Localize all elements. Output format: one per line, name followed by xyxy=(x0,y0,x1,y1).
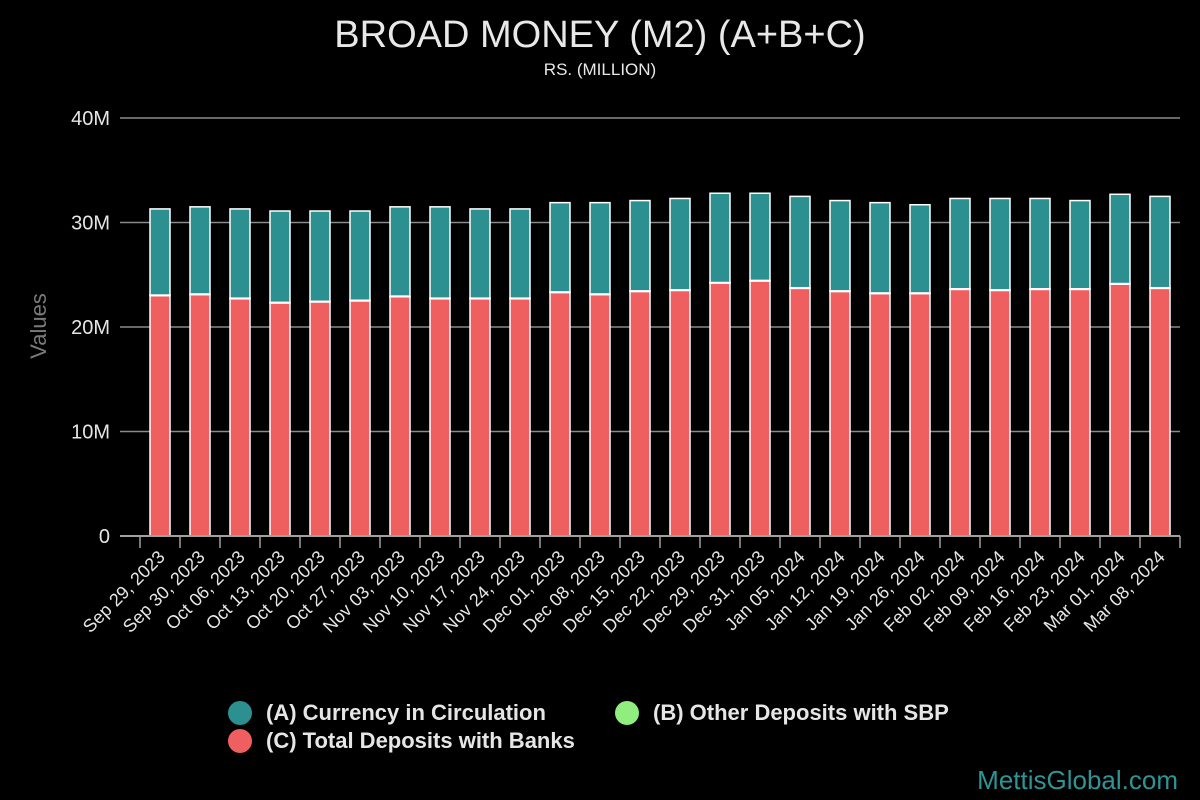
legend-swatch-other-deposits xyxy=(615,701,639,725)
bar-segment[interactable] xyxy=(469,298,491,537)
bar-segment[interactable] xyxy=(669,289,691,537)
legend-item-total-deposits[interactable]: (C) Total Deposits with Banks xyxy=(228,728,575,754)
bar-segment[interactable] xyxy=(149,294,171,537)
bar-segment[interactable] xyxy=(269,210,291,304)
bar-segment[interactable] xyxy=(389,295,411,537)
bar-segment[interactable] xyxy=(1069,199,1091,290)
watermark[interactable]: MettisGlobal.com xyxy=(977,765,1178,795)
bar-segment[interactable] xyxy=(509,208,531,299)
bar-segment[interactable] xyxy=(549,201,571,293)
bar-segment[interactable] xyxy=(269,302,291,537)
y-tick-label: 40M xyxy=(71,108,110,130)
legend-swatch-total-deposits xyxy=(228,729,252,753)
bar-segment[interactable] xyxy=(1109,193,1131,285)
legend-item-currency[interactable]: (A) Currency in Circulation xyxy=(228,700,546,726)
bar-segment[interactable] xyxy=(1149,195,1171,289)
legend-label-total-deposits: (C) Total Deposits with Banks xyxy=(266,728,575,753)
legend-item-other-deposits[interactable]: (B) Other Deposits with SBP xyxy=(615,700,949,726)
bar-segment[interactable] xyxy=(829,290,851,537)
legend-label-currency: (A) Currency in Circulation xyxy=(266,700,546,725)
bar-segment[interactable] xyxy=(869,292,891,537)
chart-title: BROAD MONEY (M2) (A+B+C) xyxy=(334,14,866,56)
bars xyxy=(149,192,1171,537)
y-tick-label: 20M xyxy=(71,317,110,339)
bar-segment[interactable] xyxy=(189,206,211,295)
y-axis-label: Values xyxy=(26,293,51,359)
bar-segment[interactable] xyxy=(869,201,891,294)
bar-segment[interactable] xyxy=(1029,197,1051,290)
bar-segment[interactable] xyxy=(309,301,331,537)
bar-segment[interactable] xyxy=(229,298,251,537)
bar-segment[interactable] xyxy=(229,208,251,299)
bar-segment[interactable] xyxy=(509,298,531,537)
bar-segment[interactable] xyxy=(989,289,1011,537)
bar-segment[interactable] xyxy=(189,293,211,537)
bar-segment[interactable] xyxy=(589,201,611,295)
bar-segment[interactable] xyxy=(949,197,971,290)
bar-segment[interactable] xyxy=(709,192,731,284)
bar-segment[interactable] xyxy=(549,291,571,537)
bar-segment[interactable] xyxy=(909,292,931,537)
bar-segment[interactable] xyxy=(589,293,611,537)
y-tick-label: 0 xyxy=(99,526,110,548)
bar-segment[interactable] xyxy=(789,287,811,537)
bar-segment[interactable] xyxy=(1149,287,1171,537)
bar-segment[interactable] xyxy=(1029,288,1051,537)
bar-segment[interactable] xyxy=(389,206,411,297)
legend: (A) Currency in Circulation (B) Other De… xyxy=(228,700,1028,760)
bar-segment[interactable] xyxy=(789,195,811,289)
bar-segment[interactable] xyxy=(829,199,851,292)
y-tick-label: 10M xyxy=(71,422,110,444)
bar-segment[interactable] xyxy=(709,282,731,537)
bar-segment[interactable] xyxy=(1069,288,1091,537)
chart-subtitle: RS. (MILLION) xyxy=(543,60,657,79)
bar-segment[interactable] xyxy=(349,210,371,301)
bar-segment[interactable] xyxy=(629,290,651,537)
bar-segment[interactable] xyxy=(989,197,1011,291)
bar-segment[interactable] xyxy=(749,280,771,537)
legend-label-other-deposits: (B) Other Deposits with SBP xyxy=(653,700,949,725)
bar-segment[interactable] xyxy=(349,300,371,537)
bar-segment[interactable] xyxy=(669,197,691,291)
bar-segment[interactable] xyxy=(149,208,171,296)
y-tick-label: 30M xyxy=(71,213,110,235)
bar-segment[interactable] xyxy=(1109,283,1131,537)
bar-segment[interactable] xyxy=(469,208,491,299)
bar-segment[interactable] xyxy=(429,206,451,299)
legend-swatch-currency xyxy=(228,701,252,725)
bar-segment[interactable] xyxy=(909,203,931,294)
bar-segment[interactable] xyxy=(949,288,971,537)
bar-segment[interactable] xyxy=(629,199,651,292)
bar-segment[interactable] xyxy=(749,192,771,282)
bar-segment[interactable] xyxy=(429,298,451,537)
bar-segment[interactable] xyxy=(309,210,331,303)
